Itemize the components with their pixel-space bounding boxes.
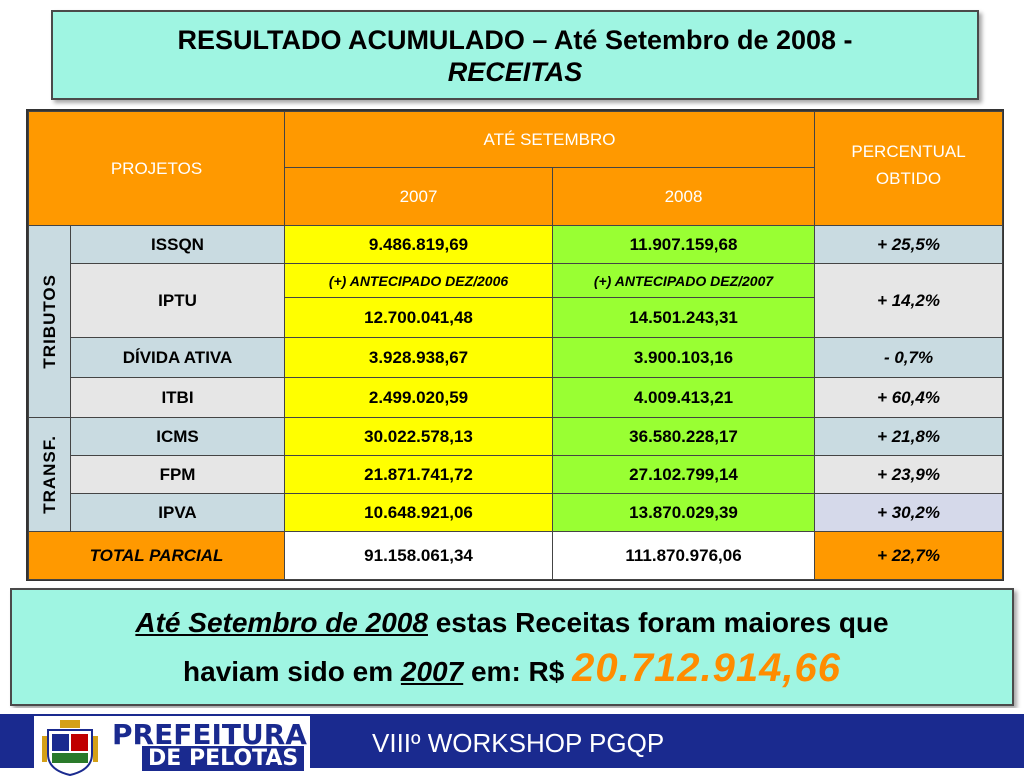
group-transf: TRANSF. (28, 417, 71, 532)
event-title: VIIIº WORKSHOP PGQP (372, 728, 665, 758)
table-row: 12.700.041,48 14.501.243,31 (29, 297, 1003, 338)
cell-ipva-2007: 10.648.921,06 (284, 493, 554, 532)
logo-text-prefeitura: PREFEITURA (112, 718, 307, 751)
cell-iptu-pct: + 14,2% (814, 263, 1004, 338)
cell-fpm-2007: 21.871.741,72 (284, 455, 554, 494)
table-row-total: TOTAL PARCIAL 91.158.061,34 111.870.976,… (27, 531, 1004, 580)
footer-bar: PREFEITURA DE PELOTAS VIIIº WORKSHOP PGQ… (0, 708, 1024, 776)
results-table: PROJETOS ATÉ SETEMBRO PERCENTUAL OBTIDO … (26, 109, 1004, 581)
cell-fpm-pct: + 23,9% (814, 455, 1004, 494)
summary-year: 2007 (400, 656, 464, 687)
table-row: IPTU (+) ANTECIPADO DEZ/2006 (+) ANTECIP… (29, 263, 1004, 338)
cell-icms-2007: 30.022.578,13 (284, 417, 554, 456)
row-name-ipva: IPVA (69, 493, 286, 532)
header-2007: 2007 (284, 167, 554, 226)
coat-of-arms-icon (42, 720, 98, 776)
row-name-icms: ICMS (69, 417, 286, 456)
row-name-issqn: ISSQN (69, 225, 286, 264)
cell-icms-pct: + 21,8% (814, 417, 1004, 456)
prefeitura-logo: PREFEITURA DE PELOTAS (34, 716, 310, 776)
cell-iptu-2008: 14.501.243,31 (552, 297, 816, 338)
cell-issqn-2008: 11.907.159,68 (552, 225, 816, 264)
summary-text-1: estas Receitas foram maiores que (427, 607, 889, 638)
cell-iptu-note-2007: (+) ANTECIPADO DEZ/2006 (284, 263, 554, 298)
row-name-divida-ativa: DÍVIDA ATIVA (69, 337, 286, 378)
total-pct: + 22,7% (814, 531, 1004, 580)
table-row: TRANSF. ICMS 30.022.578,13 36.580.228,17… (28, 417, 1004, 532)
summary-text-3: em: R$ (463, 656, 573, 687)
header-percentual: PERCENTUAL OBTIDO (814, 111, 1004, 226)
cell-issqn-pct: + 25,5% (814, 225, 1004, 264)
cell-icms-2008: 36.580.228,17 (552, 417, 816, 456)
cell-ipva-pct: + 30,2% (814, 493, 1004, 532)
table-row: FPM 21.871.741,72 27.102.799,14 + 23,9% (29, 455, 1004, 494)
title-line-1: RESULTADO ACUMULADO – Até Setembro de 20… (177, 25, 853, 55)
total-2008: 111.870.976,06 (552, 531, 816, 580)
summary-box: Até Setembro de 2008 estas Receitas fora… (10, 588, 1014, 706)
cell-divida-2007: 3.928.938,67 (284, 337, 554, 378)
cell-itbi-pct: + 60,4% (814, 377, 1004, 418)
header-projetos: PROJETOS (27, 111, 286, 226)
slide-title: RESULTADO ACUMULADO – Até Setembro de 20… (51, 10, 979, 100)
total-label: TOTAL PARCIAL (27, 531, 286, 580)
table-row: ITBI 2.499.020,59 4.009.413,21 + 60,4% (29, 377, 1004, 418)
summary-amount: 20.712.914,66 (572, 646, 841, 690)
cell-divida-pct: - 0,7% (814, 337, 1004, 378)
row-name-itbi: ITBI (69, 377, 286, 418)
title-line-2: RECEITAS (447, 57, 583, 87)
group-tributos: TRIBUTOS (28, 225, 71, 418)
cell-issqn-2007: 9.486.819,69 (284, 225, 554, 264)
cell-fpm-2008: 27.102.799,14 (552, 455, 816, 494)
cell-ipva-2008: 13.870.029,39 (552, 493, 816, 532)
cell-iptu-2007: 12.700.041,48 (284, 297, 554, 338)
row-name-fpm: FPM (69, 455, 286, 494)
header-percentual-line2: OBTIDO (875, 168, 942, 188)
total-2007: 91.158.061,34 (284, 531, 554, 580)
summary-text-2: haviam sido em (183, 656, 401, 687)
cell-iptu-note-2008: (+) ANTECIPADO DEZ/2007 (552, 263, 816, 298)
summary-period: Até Setembro de 2008 (135, 607, 428, 638)
group-tributos-label: TRIBUTOS (39, 274, 59, 369)
group-transf-label: TRANSF. (39, 435, 59, 514)
cell-itbi-2008: 4.009.413,21 (552, 377, 816, 418)
logo-text-pelotas: DE PELOTAS (142, 746, 305, 771)
table-row: IPVA 10.648.921,06 13.870.029,39 + 30,2% (29, 493, 1004, 532)
header-ate-setembro: ATÉ SETEMBRO (284, 111, 816, 168)
cell-itbi-2007: 2.499.020,59 (284, 377, 554, 418)
header-2008: 2008 (552, 167, 816, 226)
header-percentual-line1: PERCENTUAL (851, 141, 966, 161)
row-name-iptu: IPTU (69, 263, 286, 338)
table-row: DÍVIDA ATIVA 3.928.938,67 3.900.103,16 -… (29, 337, 1004, 378)
summary-line-1: Até Setembro de 2008 estas Receitas fora… (12, 606, 1012, 640)
footer-stripe (0, 708, 1024, 714)
table-row: TRIBUTOS ISSQN 9.486.819,69 11.907.159,6… (28, 225, 1004, 418)
summary-line-2: haviam sido em 2007 em: R$ 20.712.914,66 (12, 646, 1012, 694)
cell-divida-2008: 3.900.103,16 (552, 337, 816, 378)
